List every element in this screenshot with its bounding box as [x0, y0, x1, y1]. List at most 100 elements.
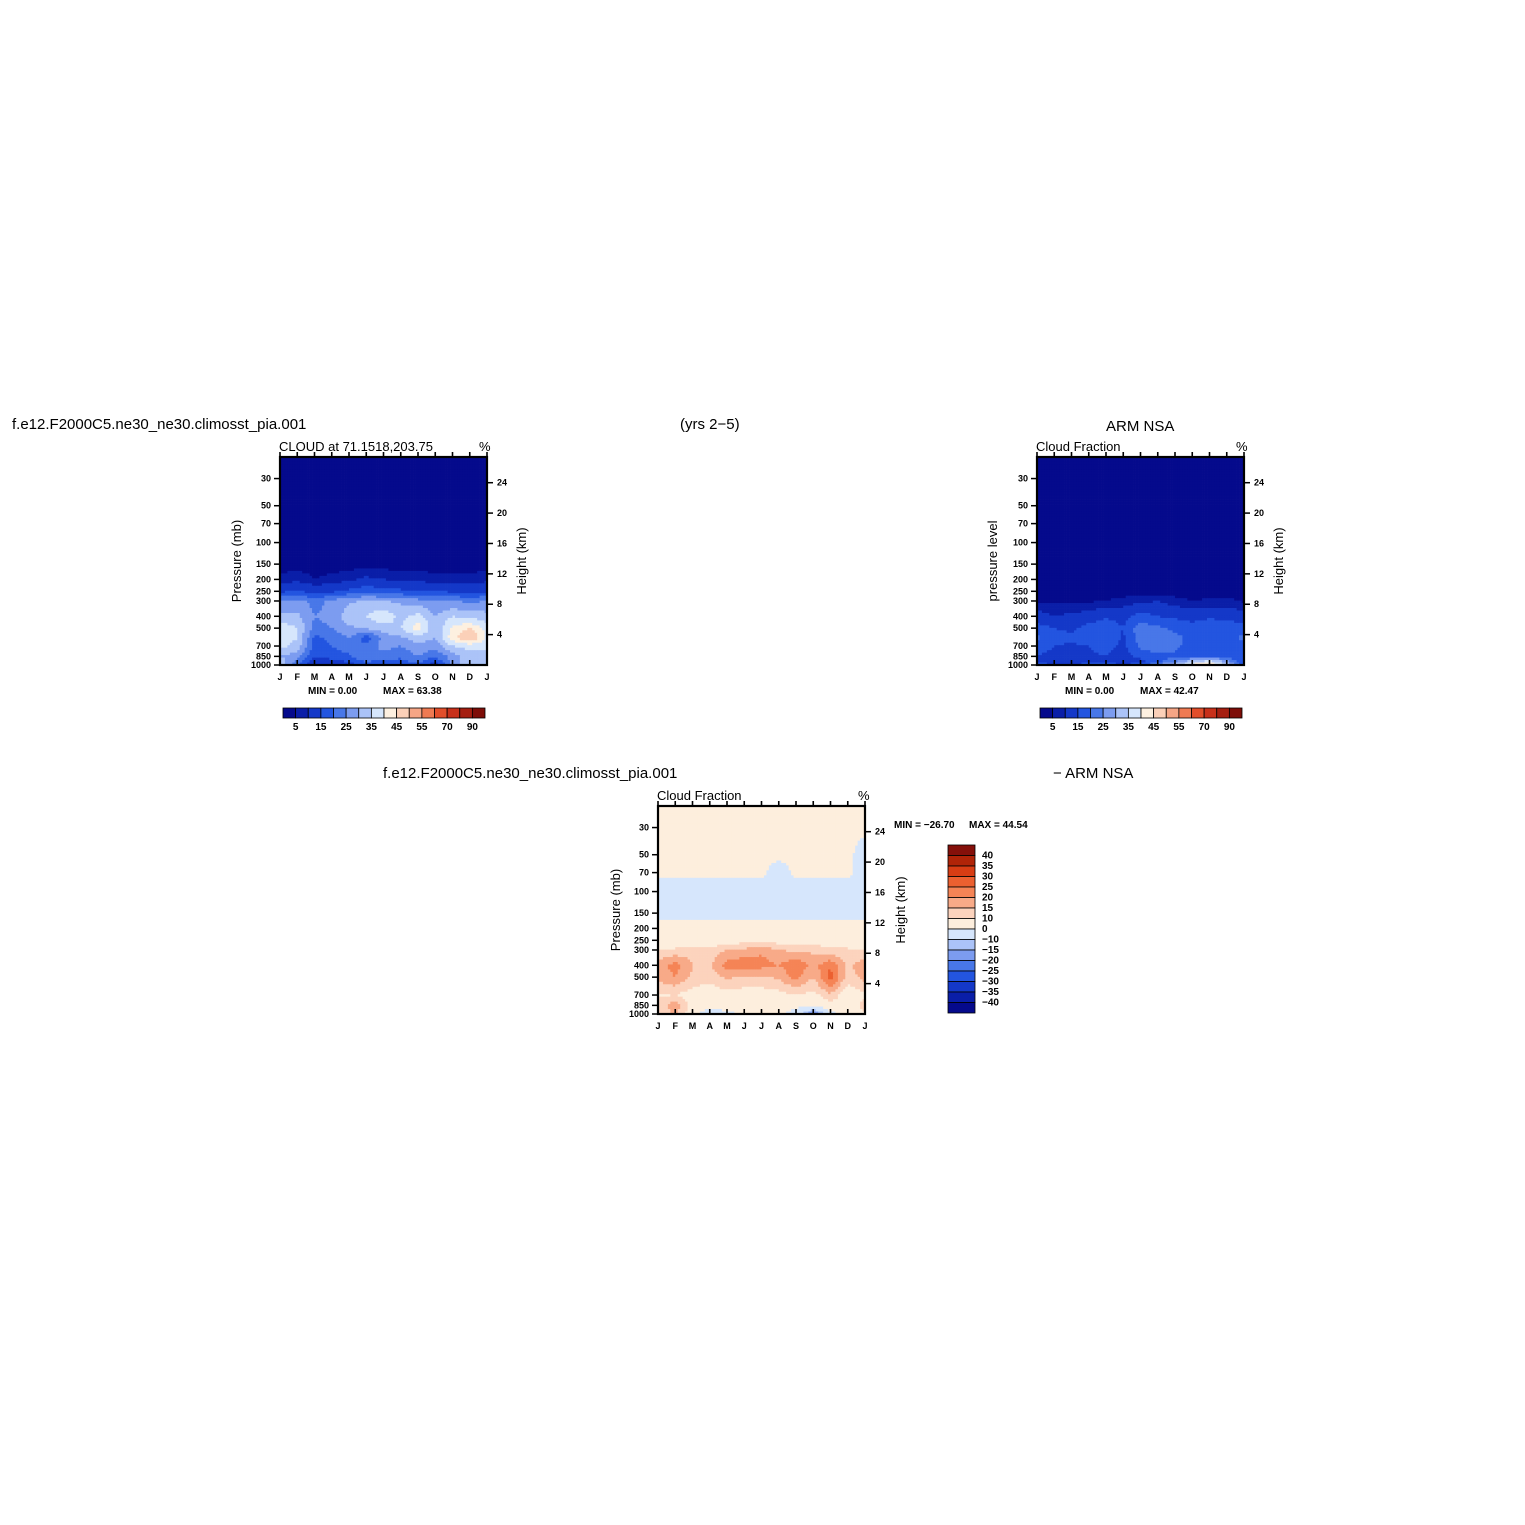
model-h-tick-label: 24: [497, 478, 507, 488]
obs-colorbar-label: 55: [1173, 722, 1185, 733]
obs-h-tick-label: 16: [1254, 538, 1264, 548]
diff-colorbar-box: [947, 939, 976, 951]
obs-p-tick-label: 150: [1013, 559, 1028, 569]
obs-x-tick-label: M: [1068, 672, 1076, 682]
obs-colorbar-box: [1039, 707, 1054, 719]
obs-x-tick-label: J: [1034, 672, 1039, 682]
model-y2-axis-title: Height (km): [514, 527, 529, 594]
model-h-tick-label: 8: [497, 599, 502, 609]
diff-h-tick-label: 8: [875, 948, 880, 958]
obs-contour-field: [1037, 457, 1245, 666]
model-colorbar-box: [370, 707, 385, 719]
obs-colorbar-box: [1077, 707, 1091, 719]
model-plot-title: CLOUD at 71.1518,203.75: [279, 439, 433, 454]
obs-colorbar-box: [1064, 707, 1079, 719]
diff-p-tick-label: 500: [634, 972, 649, 982]
model-x-tick-label: F: [295, 672, 301, 682]
diff-colorbar-box: [947, 907, 976, 919]
diff-colorbar-label: −20: [982, 956, 999, 967]
diff-colorbar-box: [947, 886, 976, 898]
obs-x-tick-label: J: [1121, 672, 1126, 682]
obs-colorbar-box: [1216, 707, 1230, 719]
diff-colorbar-box: [947, 876, 976, 888]
model-colorbar-box: [434, 707, 448, 719]
model-colorbar-label: 25: [341, 722, 353, 733]
obs-colorbar-box: [1228, 707, 1243, 719]
diff-colorbar-label: 20: [982, 893, 994, 904]
diff-x-tick-label: F: [673, 1021, 679, 1031]
diff-colorbar-label: 10: [982, 914, 994, 925]
model-contour-field: [280, 457, 488, 666]
diff-colorbar-label: −30: [982, 977, 999, 988]
obs-x-tick-label: J: [1138, 672, 1143, 682]
diff-colorbar-label: −10: [982, 935, 999, 946]
obs-colorbar-box: [1191, 707, 1205, 719]
obs-y2-axis-title: Height (km): [1271, 527, 1286, 594]
obs-p-tick-label: 500: [1013, 623, 1028, 633]
diff-p-tick-label: 400: [634, 960, 649, 970]
obs-colorbar-label: 35: [1123, 722, 1135, 733]
model-p-tick-label: 400: [256, 611, 271, 621]
diff-x-tick-label: O: [810, 1021, 817, 1031]
obs-x-tick-label: D: [1224, 672, 1231, 682]
diff-colorbar-box: [947, 981, 976, 993]
model-colorbar-label: 5: [293, 722, 299, 733]
model-colorbar-label: 35: [366, 722, 378, 733]
diff-max-label: MAX = 44.54: [969, 820, 1028, 831]
obs-colorbar-box: [1140, 707, 1155, 719]
obs-colorbar-box: [1165, 707, 1180, 719]
model-p-tick-label: 200: [256, 574, 271, 584]
model-x-tick-label: N: [449, 672, 456, 682]
obs-p-tick-label: 100: [1013, 538, 1028, 548]
obs-p-tick-label: 850: [1013, 651, 1028, 661]
diff-p-tick-label: 700: [634, 990, 649, 1000]
obs-units-label: %: [1236, 439, 1248, 454]
diff-colorbar-label: −35: [982, 987, 999, 998]
model-x-tick-label: O: [432, 672, 439, 682]
model-x-tick-label: S: [415, 672, 421, 682]
diff-x-tick-label: J: [655, 1021, 660, 1031]
diff-h-tick-label: 4: [875, 979, 880, 989]
diff-plot-title: Cloud Fraction: [657, 788, 742, 803]
model-p-tick-label: 100: [256, 538, 271, 548]
diff-colorbar-label: −40: [982, 998, 999, 1009]
obs-case-title: ARM NSA: [1106, 418, 1174, 435]
diff-obs-title: − ARM NSA: [1053, 765, 1133, 782]
obs-p-tick-label: 30: [1018, 474, 1028, 484]
diff-h-tick-label: 24: [875, 827, 885, 837]
model-colorbar-label: 70: [442, 722, 454, 733]
obs-colorbar-box: [1178, 707, 1192, 719]
obs-x-tick-label: O: [1189, 672, 1196, 682]
diff-p-tick-label: 300: [634, 945, 649, 955]
model-colorbar-box: [307, 707, 322, 719]
model-p-tick-label: 50: [261, 501, 271, 511]
model-x-tick-label: J: [381, 672, 386, 682]
model-colorbar-box: [282, 707, 297, 719]
model-max-label: MAX = 63.38: [383, 686, 442, 697]
diff-x-tick-label: A: [776, 1021, 783, 1031]
model-p-tick-label: 150: [256, 559, 271, 569]
diff-colorbar-box: [947, 928, 976, 940]
diff-y-axis-title: Pressure (mb): [608, 869, 623, 951]
obs-x-tick-label: F: [1052, 672, 1058, 682]
diff-h-tick-label: 20: [875, 857, 885, 867]
obs-min-label: MIN = 0.00: [1065, 686, 1115, 697]
diff-x-tick-label: M: [723, 1021, 731, 1031]
model-colorbar-box: [320, 707, 334, 719]
diff-colorbar-box: [947, 949, 976, 961]
diff-colorbar-box: [947, 844, 976, 856]
model-colorbar-box: [396, 707, 410, 719]
obs-colorbar-box: [1203, 707, 1218, 719]
model-colorbar: 5 15 25 35 45 55 70 90: [282, 707, 486, 733]
obs-colorbar-box: [1090, 707, 1104, 719]
obs-colorbar-box: [1115, 707, 1129, 719]
diff-colorbar-label: 40: [982, 851, 994, 862]
diff-colorbar-label: 25: [982, 882, 994, 893]
model-colorbar-label: 45: [391, 722, 403, 733]
model-p-tick-label: 700: [256, 641, 271, 651]
obs-x-tick-label: A: [1086, 672, 1093, 682]
model-x-tick-label: A: [329, 672, 336, 682]
obs-colorbar-box: [1127, 707, 1142, 719]
diff-p-tick-label: 150: [634, 908, 649, 918]
diff-colorbar-box: [947, 970, 976, 982]
